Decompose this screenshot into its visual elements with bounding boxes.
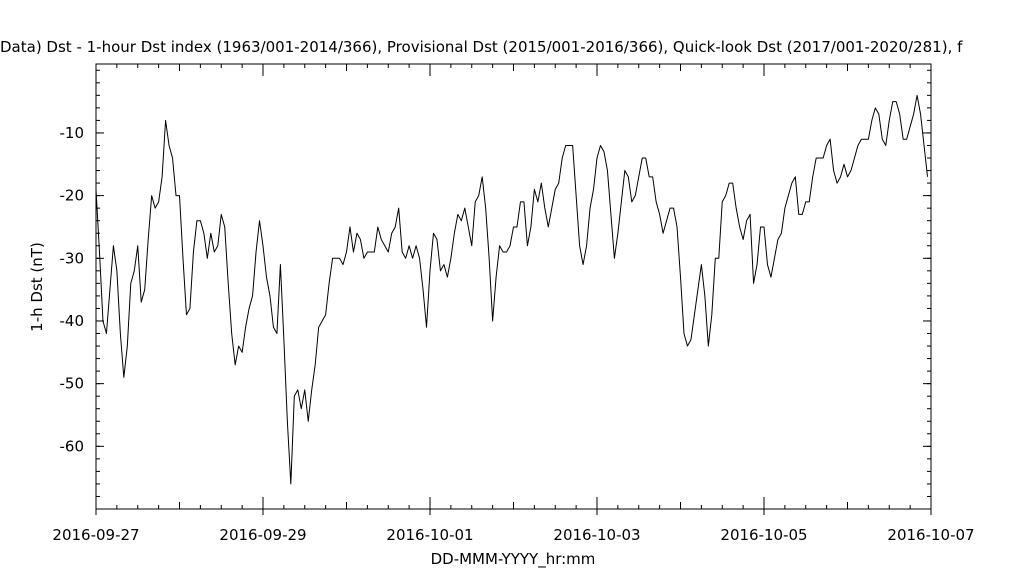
- y-tick-label: -10: [60, 124, 85, 142]
- y-tick-label: -30: [60, 249, 85, 267]
- y-axis-label: 1-h Dst (nT): [28, 242, 46, 332]
- x-axis-label: DD-MMM-YYYY_hr:mm: [431, 550, 596, 569]
- y-tick-label: -60: [60, 437, 85, 455]
- major-ticks: [95, 64, 932, 515]
- x-tick-label: 2016-10-05: [720, 526, 807, 544]
- x-tick-label: 2016-10-01: [386, 526, 473, 544]
- x-tick-label: 2016-09-27: [52, 526, 139, 544]
- x-tick-labels: 2016-09-27 2016-09-29 2016-10-01 2016-10-03…: [52, 526, 974, 544]
- plot-frame: [95, 63, 932, 510]
- x-tick-label: 2016-10-03: [553, 526, 640, 544]
- chart-title: Data) Dst - 1-hour Dst index (1963/001-2…: [0, 38, 963, 56]
- x-tick-label: 2016-09-29: [219, 526, 306, 544]
- y-tick-label: -40: [60, 312, 85, 330]
- x-tick-label: 2016-10-07: [887, 526, 974, 544]
- y-tick-labels: -10 -20 -30 -40 -50 -60: [60, 124, 85, 455]
- minor-ticks: [95, 64, 932, 510]
- dst-series-line: [95, 94, 929, 485]
- y-tick-label: -50: [60, 375, 85, 393]
- y-tick-label: -20: [60, 187, 85, 205]
